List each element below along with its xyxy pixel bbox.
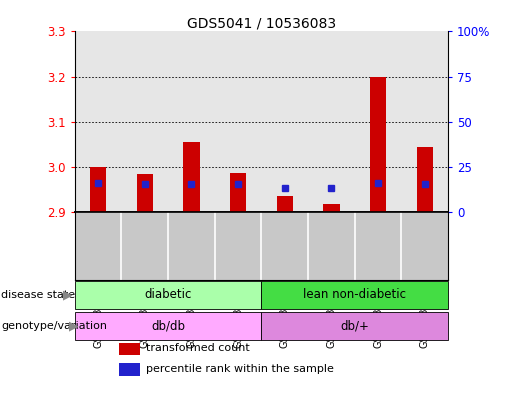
Title: GDS5041 / 10536083: GDS5041 / 10536083: [187, 16, 336, 30]
Bar: [261, 31, 308, 212]
Bar: [168, 31, 215, 212]
Text: ▶: ▶: [68, 320, 78, 333]
Bar: [183, 142, 199, 212]
Bar: [308, 31, 355, 212]
Text: diabetic: diabetic: [144, 288, 192, 301]
Bar: [417, 147, 433, 212]
Text: ▶: ▶: [63, 289, 73, 302]
Text: disease state: disease state: [1, 290, 75, 300]
Text: genotype/variation: genotype/variation: [1, 321, 107, 331]
Text: lean non-diabetic: lean non-diabetic: [303, 288, 406, 301]
Bar: [401, 31, 448, 212]
Bar: [75, 281, 261, 309]
Bar: [323, 204, 339, 212]
Text: db/db: db/db: [151, 319, 185, 332]
Bar: [261, 281, 448, 309]
Bar: [122, 31, 168, 212]
Bar: [277, 196, 293, 212]
Bar: [215, 31, 261, 212]
Text: transformed count: transformed count: [146, 343, 249, 353]
Bar: [136, 174, 153, 212]
Bar: [119, 363, 140, 376]
Text: percentile rank within the sample: percentile rank within the sample: [146, 364, 334, 374]
Bar: [75, 31, 122, 212]
Bar: [230, 173, 246, 212]
Bar: [261, 312, 448, 340]
Bar: [355, 31, 401, 212]
Text: db/+: db/+: [340, 319, 369, 332]
Bar: [370, 77, 386, 212]
Bar: [75, 312, 261, 340]
Bar: [90, 167, 106, 212]
Bar: [119, 343, 140, 355]
